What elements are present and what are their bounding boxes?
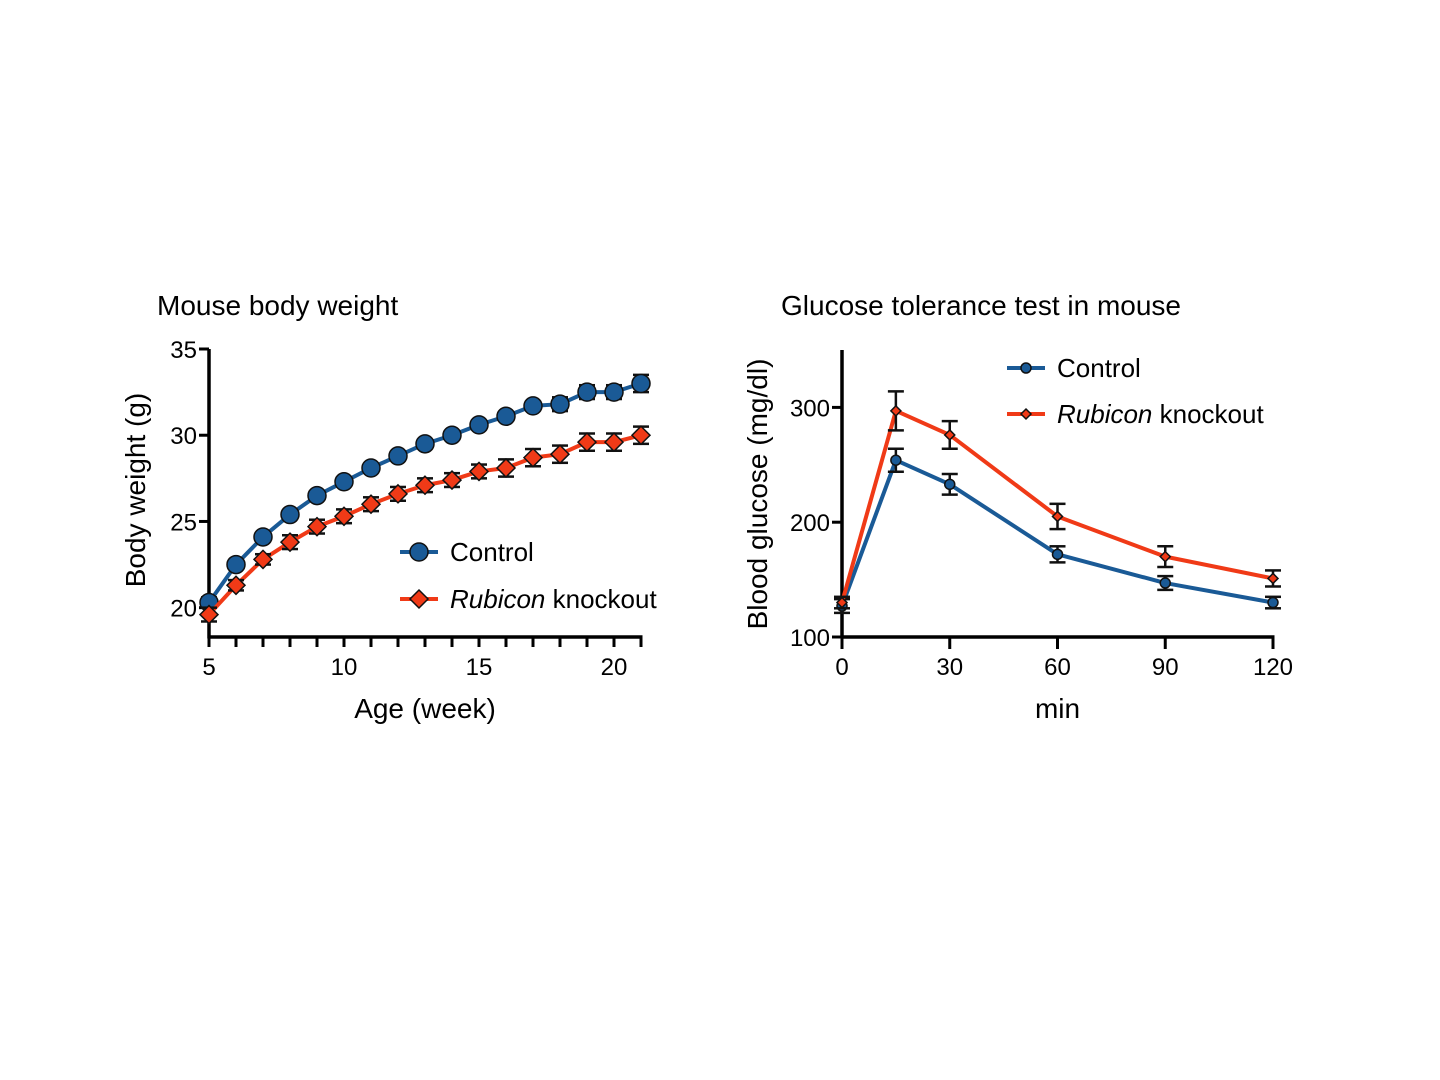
y-axis-label: Body weight (g) [120, 393, 151, 588]
legend-label-italic: Rubicon [450, 584, 545, 614]
data-point-circle [631, 373, 651, 394]
data-point-circle [361, 458, 381, 478]
data-point-circle [469, 415, 489, 435]
x-tick-label: 15 [466, 654, 493, 681]
series-control [834, 447, 1281, 615]
data-point-diamond [468, 461, 490, 482]
y-axis-label: Blood glucose (mg/dl) [742, 359, 773, 630]
legend-label: Rubicon knockout [450, 584, 657, 614]
y-tick-label: 25 [170, 509, 197, 536]
data-point-circle [226, 554, 246, 575]
data-point-diamond [576, 432, 598, 453]
data-point-circle [442, 425, 462, 445]
data-point-diamond [225, 575, 247, 596]
data-point-circle [334, 472, 354, 492]
x-tick-label: 60 [1044, 654, 1071, 681]
x-axis-label: min [1035, 693, 1080, 724]
x-tick-label: 5 [202, 654, 215, 681]
data-point-circle [496, 406, 516, 427]
data-point-diamond [408, 588, 430, 610]
data-point-circle [944, 478, 956, 491]
data-point-diamond [279, 532, 301, 553]
data-point-diamond [889, 404, 902, 417]
legend-item-control: Control [400, 537, 534, 567]
x-tick-label: 90 [1152, 654, 1179, 681]
chart-title: Mouse body weight [157, 290, 398, 321]
data-point-diamond [630, 425, 652, 446]
legend-label-rest: knockout [1152, 399, 1264, 429]
x-tick-label: 120 [1253, 654, 1293, 681]
data-point-circle [523, 396, 543, 416]
data-point-diamond [1266, 572, 1280, 585]
data-point-circle [307, 485, 327, 506]
legend-item-knockout: Rubicon knockout [400, 584, 657, 614]
y-tick-label: 35 [170, 337, 197, 364]
data-point-diamond [414, 475, 436, 496]
data-point-circle [604, 382, 624, 402]
data-point-circle [890, 454, 902, 466]
data-point-diamond [835, 596, 849, 609]
legend-label-italic: Rubicon [1057, 399, 1152, 429]
data-point-diamond [522, 447, 544, 468]
x-tick-label: 10 [331, 654, 358, 681]
chart-2: Glucose tolerance test in mouse100200300… [742, 290, 1293, 724]
data-point-diamond [333, 506, 355, 527]
data-point-circle [577, 382, 597, 402]
series-line [840, 408, 1274, 604]
y-tick-label: 100 [790, 625, 830, 652]
data-point-diamond [495, 457, 517, 479]
data-point-diamond [943, 428, 956, 442]
data-point-diamond [198, 604, 220, 625]
series-control [199, 373, 651, 613]
legend-label-rest: knockout [545, 584, 657, 614]
data-point-circle [1159, 577, 1171, 589]
data-point-circle [388, 446, 408, 466]
legend-label: Rubicon knockout [1057, 399, 1264, 429]
data-point-circle [1267, 596, 1279, 609]
series-knockout [834, 390, 1281, 610]
x-tick-label: 0 [835, 654, 848, 681]
data-point-circle [415, 434, 435, 454]
data-point-diamond [360, 494, 382, 515]
legend-label: Control [1057, 353, 1141, 383]
y-tick-label: 200 [790, 510, 830, 537]
data-point-diamond [252, 549, 274, 570]
data-point-diamond [1051, 510, 1064, 523]
chart-1: Mouse body weight 20 25 30 35 5 10 15 20 Age (wee… [120, 290, 657, 724]
y-tick-label: 300 [790, 395, 830, 422]
x-tick-label: 20 [601, 654, 628, 681]
data-point-diamond [441, 470, 463, 491]
x-tick-label: 30 [936, 654, 963, 681]
x-axis-label: Age (week) [354, 693, 496, 724]
legend-item-control: Control [1007, 353, 1141, 383]
data-point-diamond [387, 483, 409, 504]
data-point-circle [1020, 362, 1032, 374]
data-point-circle [409, 542, 429, 562]
data-point-diamond [1019, 407, 1033, 421]
data-point-diamond [549, 444, 571, 465]
legend-label: Control [450, 537, 534, 567]
data-point-diamond [306, 516, 328, 537]
data-point-circle [550, 394, 570, 414]
legend-item-knockout: Rubicon knockout [1007, 399, 1264, 429]
data-point-diamond [603, 432, 625, 453]
data-point-circle [280, 504, 300, 525]
data-point-circle [253, 527, 273, 547]
chart-title: Glucose tolerance test in mouse [781, 290, 1181, 321]
data-point-diamond [1159, 550, 1172, 563]
series-line [840, 458, 1274, 607]
y-tick-label: 30 [170, 423, 197, 450]
series-knockout [198, 425, 652, 625]
y-tick-label: 20 [170, 596, 197, 623]
data-point-circle [1051, 548, 1064, 561]
